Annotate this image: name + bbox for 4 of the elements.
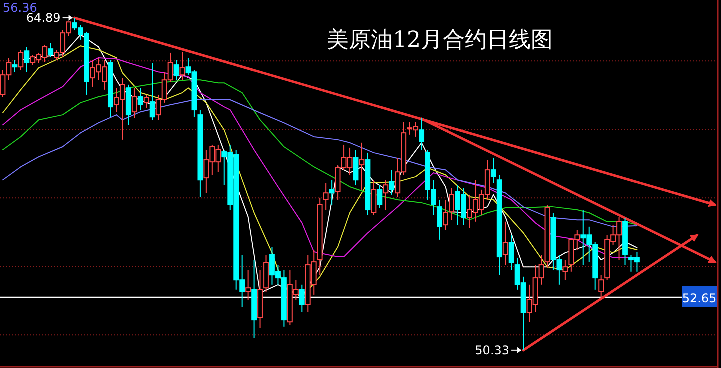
annotation: 64.89: [26, 11, 61, 26]
annotation: 50.33: [475, 343, 510, 358]
ref-line-label: 52.65: [682, 291, 717, 306]
text: 美原油12月合约日线图: [327, 28, 553, 53]
